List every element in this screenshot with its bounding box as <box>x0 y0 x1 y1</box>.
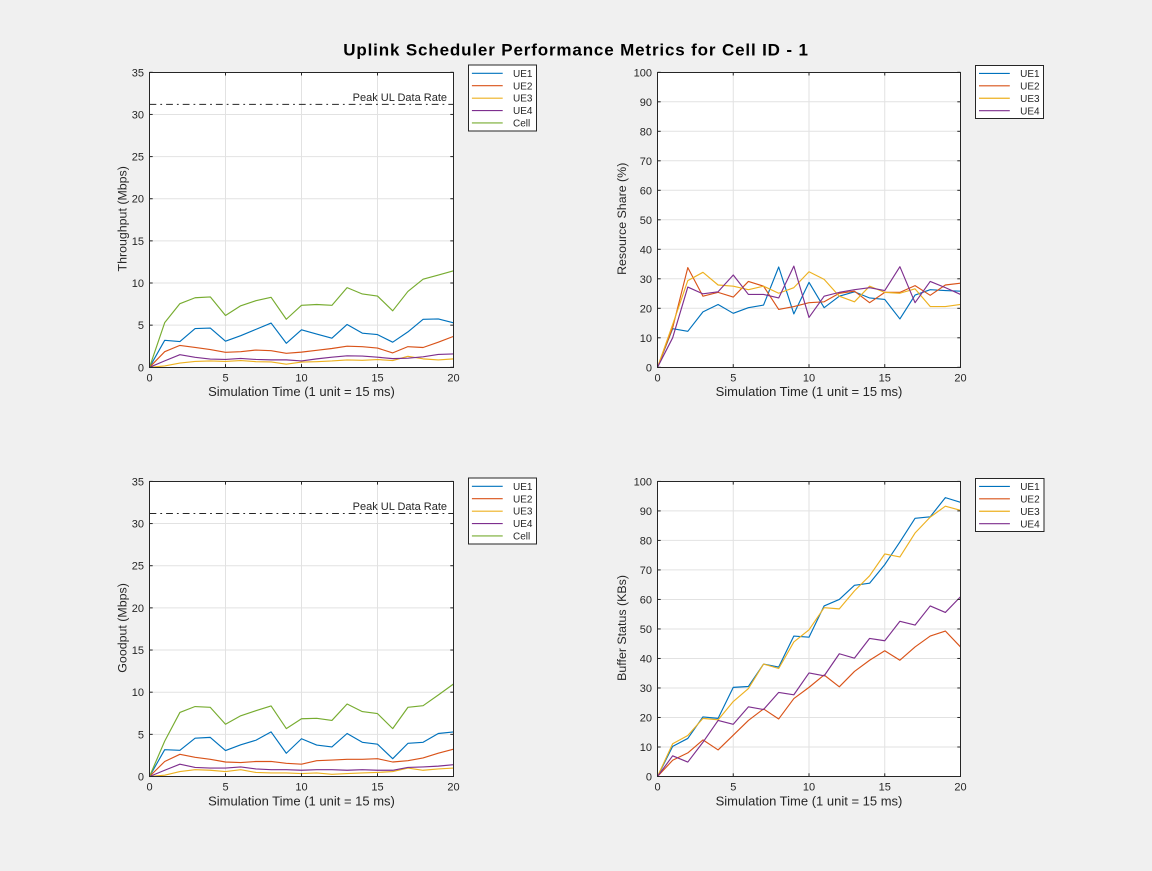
svg-text:30: 30 <box>132 109 144 121</box>
svg-text:40: 40 <box>640 244 652 256</box>
svg-text:50: 50 <box>640 624 652 636</box>
svg-text:Goodput (Mbps): Goodput (Mbps) <box>116 583 130 673</box>
svg-text:100: 100 <box>634 67 652 79</box>
svg-text:UE3: UE3 <box>513 507 533 518</box>
svg-text:10: 10 <box>640 742 652 754</box>
svg-text:Buffer Status (KBs): Buffer Status (KBs) <box>615 575 629 681</box>
svg-text:90: 90 <box>640 506 652 518</box>
svg-text:0: 0 <box>646 362 652 374</box>
svg-text:10: 10 <box>295 373 307 385</box>
svg-text:Resource Share (%): Resource Share (%) <box>615 163 629 275</box>
svg-text:70: 70 <box>640 565 652 577</box>
svg-text:20: 20 <box>132 603 144 615</box>
svg-text:15: 15 <box>879 373 891 385</box>
svg-text:10: 10 <box>132 278 144 290</box>
svg-text:25: 25 <box>132 152 144 164</box>
svg-text:10: 10 <box>295 782 307 794</box>
svg-text:0: 0 <box>146 373 152 385</box>
svg-text:20: 20 <box>954 782 966 794</box>
svg-text:0: 0 <box>138 772 144 784</box>
svg-text:UE3: UE3 <box>1020 94 1040 105</box>
svg-text:20: 20 <box>447 373 459 385</box>
svg-text:Peak UL Data Rate: Peak UL Data Rate <box>353 501 447 513</box>
svg-text:30: 30 <box>132 519 144 531</box>
svg-text:UE1: UE1 <box>1020 69 1040 80</box>
svg-text:Simulation Time (1 unit = 15 m: Simulation Time (1 unit = 15 ms) <box>208 793 395 808</box>
svg-text:10: 10 <box>803 373 815 385</box>
svg-text:5: 5 <box>222 373 228 385</box>
svg-text:50: 50 <box>640 215 652 227</box>
svg-text:UE1: UE1 <box>1020 482 1040 493</box>
svg-text:35: 35 <box>132 476 144 488</box>
svg-text:20: 20 <box>640 712 652 724</box>
svg-text:UE4: UE4 <box>1020 519 1040 530</box>
svg-text:5: 5 <box>730 782 736 794</box>
svg-text:UE4: UE4 <box>513 106 533 117</box>
svg-text:Uplink Scheduler Performance M: Uplink Scheduler Performance Metrics for… <box>343 40 809 59</box>
svg-text:Throughput (Mbps): Throughput (Mbps) <box>116 166 130 271</box>
svg-text:90: 90 <box>640 97 652 109</box>
svg-text:UE1: UE1 <box>513 69 533 80</box>
svg-text:35: 35 <box>132 67 144 79</box>
svg-text:10: 10 <box>803 782 815 794</box>
svg-text:25: 25 <box>132 561 144 573</box>
svg-text:70: 70 <box>640 156 652 168</box>
svg-text:UE1: UE1 <box>513 482 533 493</box>
svg-text:5: 5 <box>138 729 144 741</box>
svg-text:20: 20 <box>132 194 144 206</box>
svg-text:60: 60 <box>640 594 652 606</box>
svg-text:80: 80 <box>640 535 652 547</box>
svg-text:10: 10 <box>132 687 144 699</box>
svg-text:UE3: UE3 <box>513 94 533 105</box>
svg-text:UE4: UE4 <box>1020 106 1040 117</box>
svg-text:30: 30 <box>640 683 652 695</box>
svg-text:UE2: UE2 <box>513 494 533 505</box>
svg-text:0: 0 <box>646 772 652 784</box>
svg-text:Cell: Cell <box>513 119 530 130</box>
svg-text:20: 20 <box>447 782 459 794</box>
svg-text:0: 0 <box>654 373 660 385</box>
svg-text:5: 5 <box>138 320 144 332</box>
svg-text:40: 40 <box>640 653 652 665</box>
svg-text:UE2: UE2 <box>513 81 533 92</box>
svg-text:Cell: Cell <box>513 532 530 543</box>
svg-text:0: 0 <box>654 782 660 794</box>
svg-text:UE3: UE3 <box>1020 507 1040 518</box>
svg-text:10: 10 <box>640 333 652 345</box>
svg-text:15: 15 <box>132 236 144 248</box>
svg-text:UE2: UE2 <box>1020 494 1040 505</box>
svg-text:Peak UL Data Rate: Peak UL Data Rate <box>353 92 447 104</box>
svg-text:5: 5 <box>222 782 228 794</box>
svg-text:UE2: UE2 <box>1020 81 1040 92</box>
svg-text:80: 80 <box>640 126 652 138</box>
svg-text:Simulation Time (1 unit = 15 m: Simulation Time (1 unit = 15 ms) <box>716 384 903 399</box>
svg-text:15: 15 <box>371 782 383 794</box>
svg-text:20: 20 <box>954 373 966 385</box>
svg-text:Simulation Time (1 unit = 15 m: Simulation Time (1 unit = 15 ms) <box>716 793 903 808</box>
svg-text:Simulation Time (1 unit = 15 m: Simulation Time (1 unit = 15 ms) <box>208 384 395 399</box>
svg-text:15: 15 <box>132 645 144 657</box>
svg-text:15: 15 <box>371 373 383 385</box>
svg-text:100: 100 <box>634 476 652 488</box>
svg-text:5: 5 <box>730 373 736 385</box>
svg-text:20: 20 <box>640 303 652 315</box>
svg-text:30: 30 <box>640 274 652 286</box>
svg-text:60: 60 <box>640 185 652 197</box>
svg-text:15: 15 <box>879 782 891 794</box>
svg-text:UE4: UE4 <box>513 519 533 530</box>
svg-text:0: 0 <box>146 782 152 794</box>
svg-text:0: 0 <box>138 362 144 374</box>
